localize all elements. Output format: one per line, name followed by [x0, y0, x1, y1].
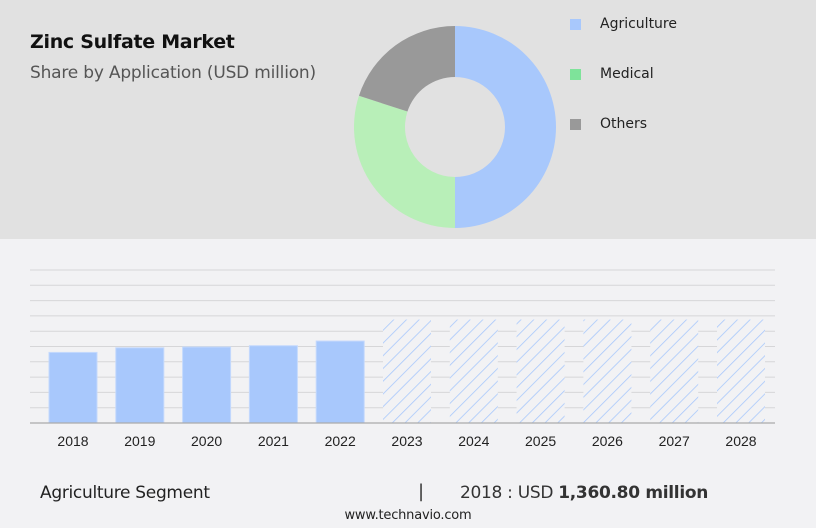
donut-slice-agriculture — [455, 26, 556, 228]
bar-2020 — [182, 346, 232, 424]
forecast-bar-2027 — [650, 319, 699, 423]
legend-label: Medical — [600, 66, 654, 82]
legend-swatch-medical — [570, 68, 581, 80]
forecast-bar-2023 — [383, 319, 431, 423]
bar-2019 — [115, 347, 165, 424]
forecast-bar-2028 — [717, 319, 765, 423]
x-tick-label: 2018 — [57, 433, 88, 449]
forecast-bar-2026 — [583, 319, 632, 423]
x-tick-label: 2021 — [258, 433, 289, 449]
x-axis-labels: 2018 2019 2020 2021 2022 2023 2024 2025 2026 2027… — [57, 433, 756, 449]
legend-label: Agriculture — [600, 16, 677, 32]
bar-2018 — [48, 351, 98, 424]
donut-slice-others — [358, 26, 455, 112]
x-tick-label: 2025 — [525, 433, 556, 449]
segment-label: Agriculture Segment — [40, 483, 210, 503]
x-tick-label: 2028 — [725, 433, 756, 449]
legend-item-others: Others — [570, 114, 770, 134]
legend-item-agriculture: Agriculture — [570, 14, 770, 34]
value-bold: 1,360.80 million — [558, 483, 709, 503]
forecast-bar-2024 — [449, 319, 498, 423]
x-tick-label: 2023 — [391, 433, 422, 449]
legend-item-medical: Medical — [570, 64, 770, 84]
bar-chart: 2018 2019 2020 2021 2022 2023 2024 2025 2026 2027… — [30, 269, 775, 449]
donut-slice-medical — [354, 95, 455, 229]
x-tick-label: 2019 — [124, 433, 155, 449]
segment-value: 2018 : USD 1,360.80 million — [460, 483, 708, 503]
bars — [48, 319, 765, 424]
bar-2022 — [315, 340, 365, 424]
value-prefix: 2018 : USD — [460, 483, 559, 503]
source-url: www.technavio.com — [344, 508, 472, 523]
bar-2021 — [248, 345, 298, 424]
legend-swatch-others — [570, 118, 581, 130]
x-tick-label: 2024 — [458, 433, 489, 449]
forecast-bar-2025 — [516, 319, 565, 423]
x-tick-label: 2020 — [191, 433, 222, 449]
legend-swatch-agriculture — [570, 18, 581, 30]
top-panel: Zinc Sulfate Market Share by Application… — [0, 0, 816, 239]
chart-title: Zinc Sulfate Market — [30, 31, 235, 53]
x-tick-label: 2022 — [325, 433, 356, 449]
donut-chart — [354, 26, 556, 229]
chart-subtitle: Share by Application (USD million) — [30, 63, 316, 83]
x-tick-label: 2027 — [659, 433, 690, 449]
x-tick-label: 2026 — [592, 433, 623, 449]
separator: | — [418, 481, 425, 502]
legend-label: Others — [600, 116, 648, 132]
